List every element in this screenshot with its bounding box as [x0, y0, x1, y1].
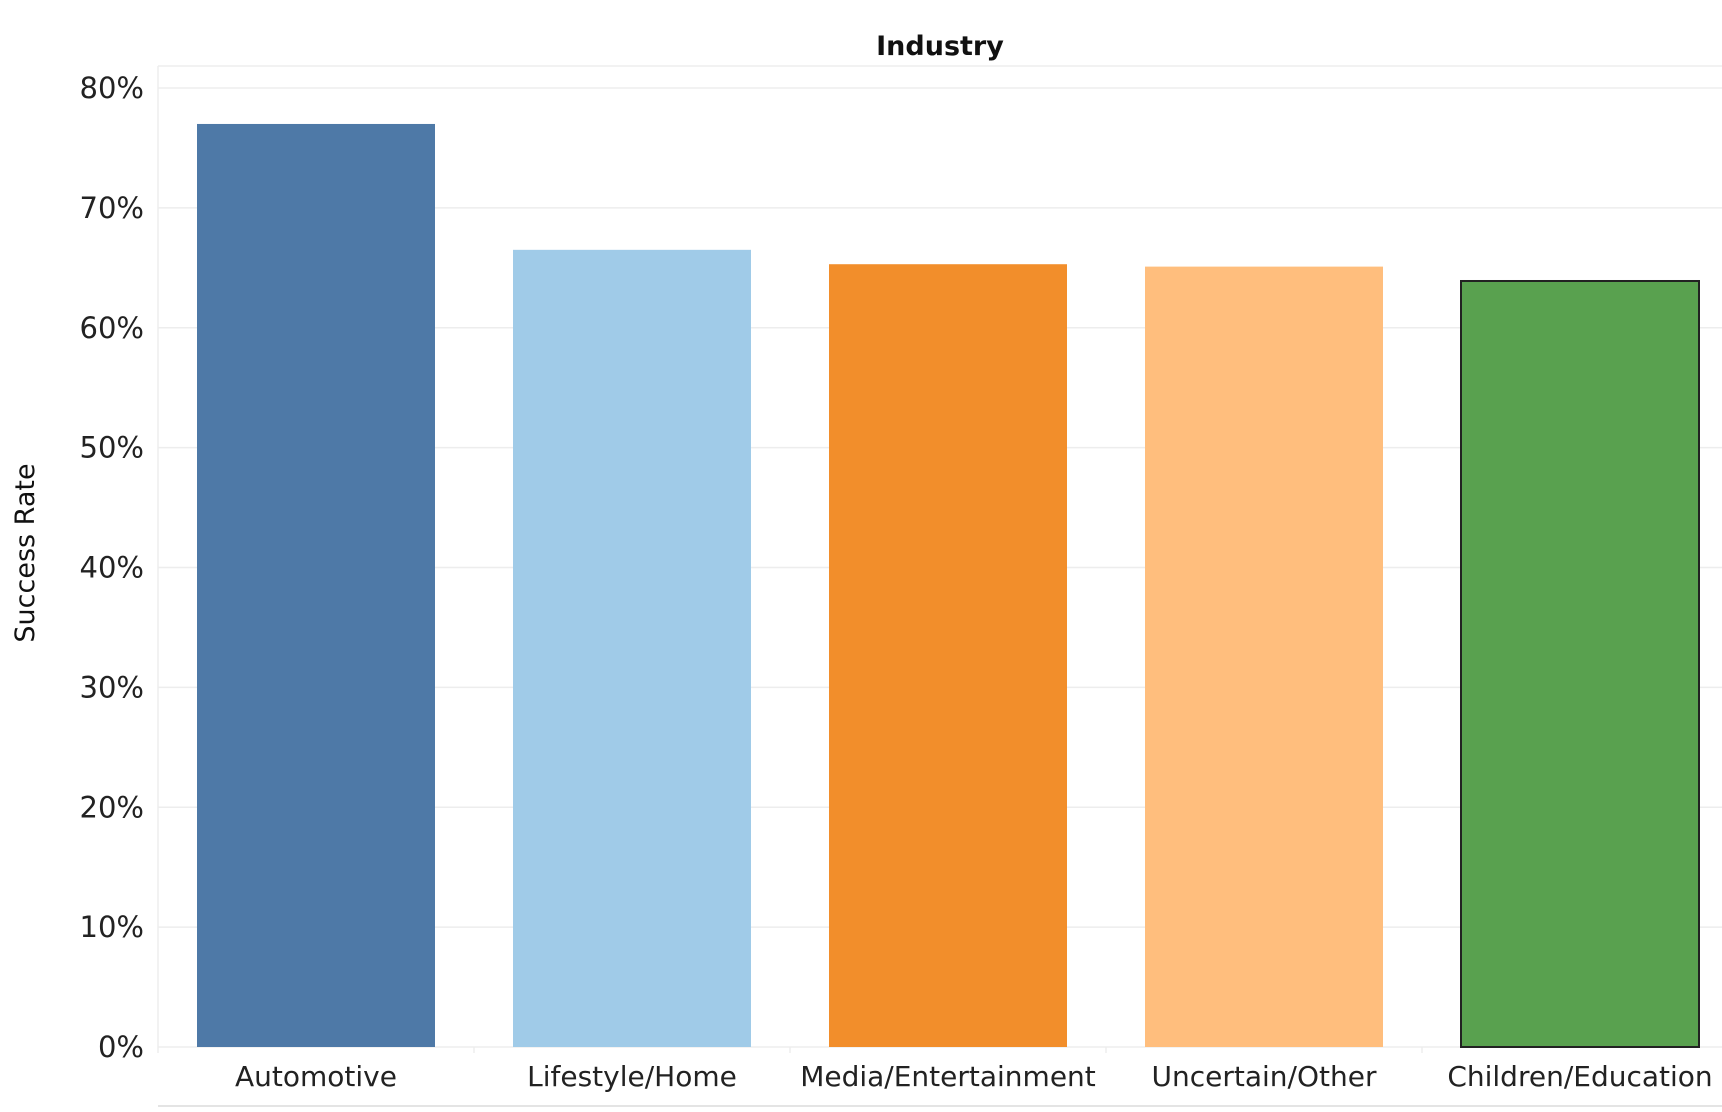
y-tick-label: 30% [80, 670, 144, 704]
bar [513, 249, 751, 1048]
y-tick-label: 60% [80, 311, 144, 345]
x-category-label: Media/Entertainment [800, 1060, 1096, 1093]
x-category-label: Uncertain/Other [1152, 1060, 1377, 1093]
y-tick-label: 50% [80, 431, 144, 465]
x-axis-categories: Automotive Lifestyle/Home Media/Entertainm… [235, 1060, 1713, 1093]
bars [197, 123, 1700, 1048]
y-tick-label: 40% [80, 551, 144, 585]
chart-title: Industry [876, 31, 1004, 62]
x-category-label: Automotive [235, 1060, 397, 1093]
x-category-label: Children/Education [1447, 1060, 1712, 1093]
x-category-label: Lifestyle/Home [527, 1060, 737, 1093]
y-tick-label: 80% [80, 71, 144, 105]
y-axis-title: Success Rate [10, 463, 41, 642]
bar [1145, 266, 1383, 1047]
y-tick-label: 70% [80, 191, 144, 225]
y-axis-ticks: 0% 10% 20% 30% 40% 50% 60% 70% 80% [80, 71, 144, 1064]
bar [197, 123, 435, 1047]
y-tick-label: 10% [80, 910, 144, 944]
bar [1460, 279, 1700, 1048]
bar [829, 264, 1067, 1047]
y-tick-label: 0% [98, 1030, 144, 1064]
y-tick-label: 20% [80, 790, 144, 824]
